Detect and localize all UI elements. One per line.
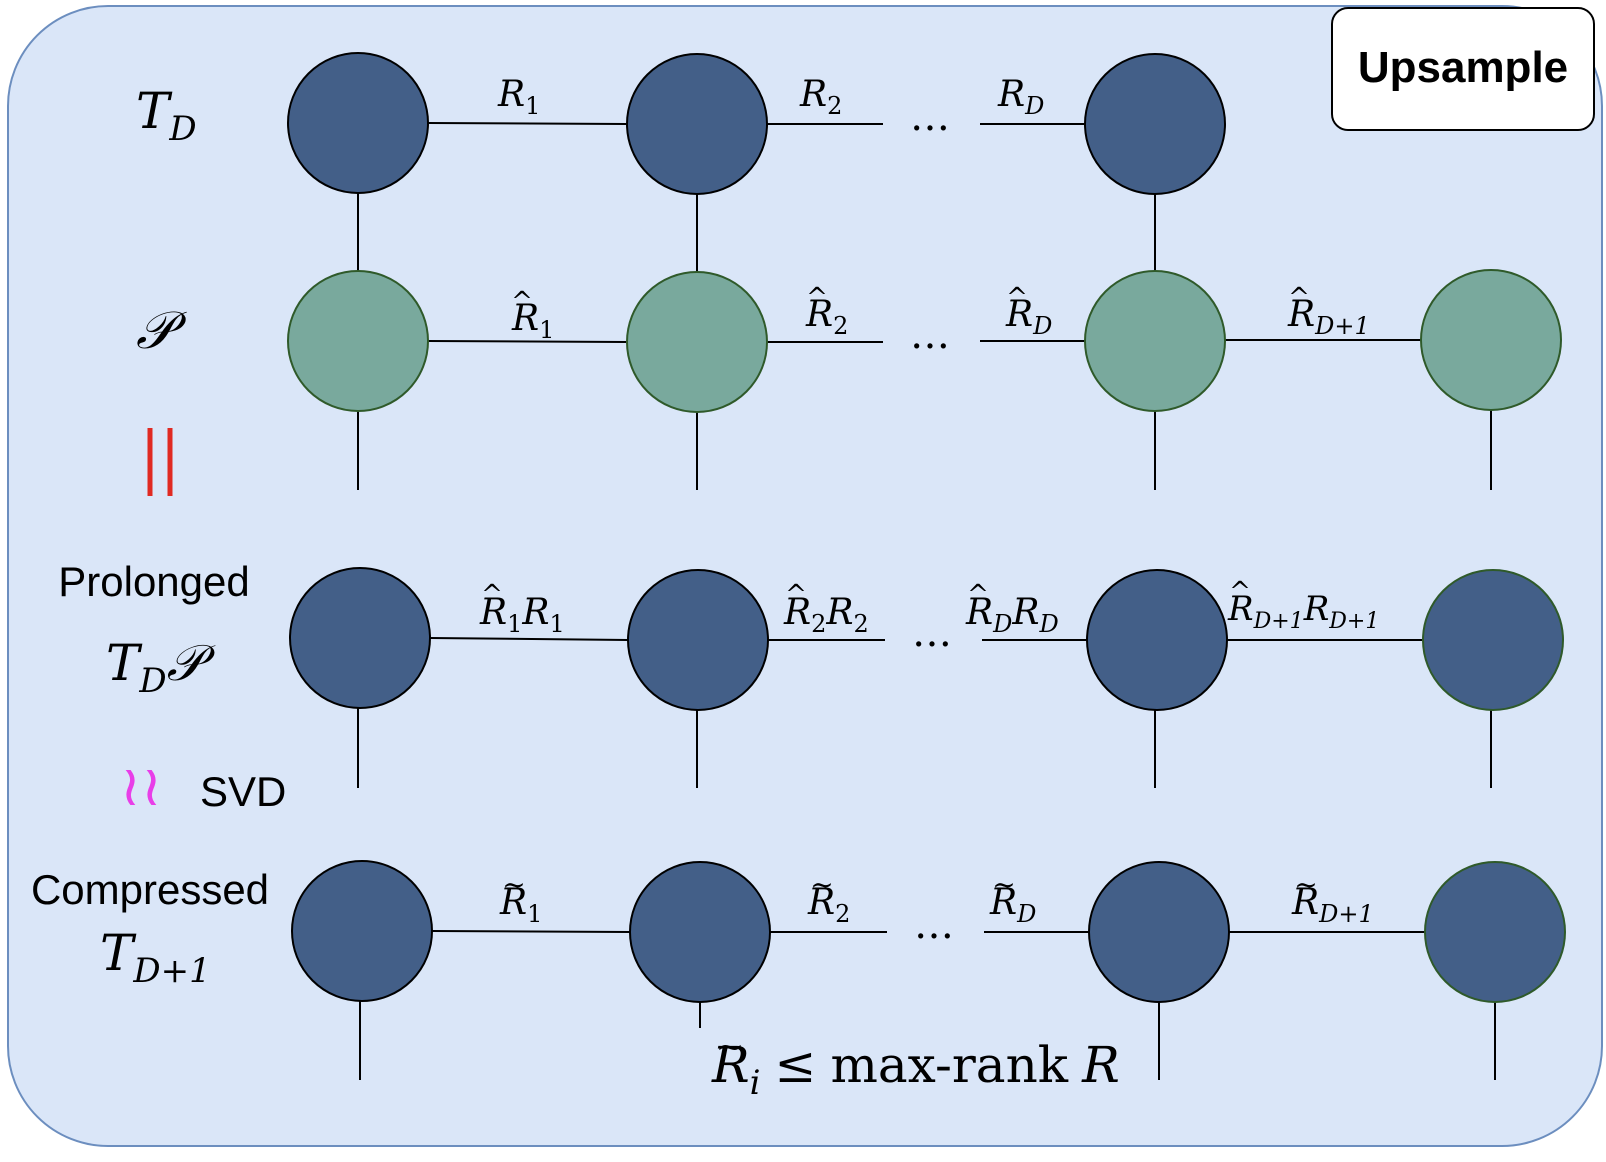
bond-label-r1: R1 xyxy=(497,74,540,120)
svg-text:R2: R2 xyxy=(805,294,848,340)
row-prolonged: Prolonged TD𝒫 R1R1 ^ R2R2 ^ RDRD ^ RD+1R… xyxy=(58,558,1564,788)
constraint-lhs: R xyxy=(711,1036,750,1094)
row-p: 𝒫 R1 ^ R2 ^ RD ^ RD+1 ^ … xyxy=(136,269,1562,490)
svg-text:^: ^ xyxy=(806,283,828,313)
upsample-badge: Upsample xyxy=(1331,7,1595,131)
svg-text:~: ~ xyxy=(810,868,833,901)
svg-text:RD: RD xyxy=(1005,294,1052,340)
svg-text:R2: R2 xyxy=(807,882,850,928)
equals-mark xyxy=(147,428,173,496)
td-core-node xyxy=(1084,53,1226,195)
p-core-node xyxy=(287,270,429,412)
svg-text:~: ~ xyxy=(502,868,525,901)
td-core-node xyxy=(626,53,768,195)
bond-label-rtilde2: R2 ~ xyxy=(807,868,850,928)
compressed-core-node xyxy=(1088,861,1230,1003)
svg-text:^: ^ xyxy=(481,580,503,610)
bond-edge xyxy=(429,637,629,641)
svg-text:^: ^ xyxy=(785,580,807,610)
bond-label-r2: R2 xyxy=(799,74,842,120)
p-core-node xyxy=(1420,269,1562,411)
approx-svd-mark: ≀≀ SVD xyxy=(120,754,286,819)
svg-text:R1: R1 xyxy=(511,298,554,344)
svg-text:RDRD: RDRD xyxy=(965,592,1059,638)
svg-text:RD: RD xyxy=(989,882,1036,928)
row-compressed: Compressed TD+1 R1 ~ R2 ~ RD ~ RD+1 ~ … xyxy=(31,860,1566,1080)
svg-text:^: ^ xyxy=(511,287,533,317)
svg-text:RD+1RD+1: RD+1RD+1 xyxy=(1227,589,1379,634)
svg-text:^: ^ xyxy=(967,580,989,610)
bond-edge xyxy=(427,340,627,343)
ellipsis: … xyxy=(914,902,954,948)
svg-text:~: ~ xyxy=(992,868,1015,901)
row-td: TD R1 R2 RD … xyxy=(136,52,1226,272)
bond-label-rhat1: R1 ^ xyxy=(511,287,554,344)
p-core-node xyxy=(1084,270,1226,412)
prolonged-core-node xyxy=(627,569,769,711)
bond-label-rhat1-r1: R1R1 ^ xyxy=(479,580,565,638)
svg-text:^: ^ xyxy=(1229,577,1251,607)
svg-text:^: ^ xyxy=(1288,283,1310,313)
compressed-core-node xyxy=(1424,861,1566,1003)
svg-text:R1R1: R1R1 xyxy=(479,592,565,638)
compressed-title: Compressed xyxy=(31,866,269,913)
approx-symbol: ≀≀ xyxy=(120,754,162,819)
bond-label-rhatd1: RD+1 ^ xyxy=(1287,283,1370,340)
rank-constraint: Ri ≤ max-rank R ~ xyxy=(711,1027,1120,1103)
svd-label: SVD xyxy=(200,768,286,815)
bond-label-rtilded: RD ~ xyxy=(989,868,1036,928)
ellipsis: … xyxy=(910,94,950,140)
svg-text:^: ^ xyxy=(1006,283,1028,313)
bond-label-rhatd-rd: RDRD ^ xyxy=(965,580,1059,638)
bond-label-rhatd1-rd1: RD+1RD+1 ^ xyxy=(1227,577,1379,634)
compressed-core-node xyxy=(629,861,771,1003)
bond-label-rd: RD xyxy=(997,74,1044,120)
prolonged-core-node xyxy=(1422,569,1564,711)
svg-text:~: ~ xyxy=(1294,868,1317,901)
bond-label-rhat2-r2: R2R2 ^ xyxy=(783,580,869,638)
prolonged-core-node xyxy=(1086,569,1228,711)
svg-text:RD+1: RD+1 xyxy=(1287,294,1370,340)
p-core-node xyxy=(626,271,768,413)
svg-text:RD+1: RD+1 xyxy=(1291,882,1374,928)
upsample-label: Upsample xyxy=(1358,43,1568,92)
bond-label-rtilded1: RD+1 ~ xyxy=(1291,868,1374,928)
bond-label-rhatd: RD ^ xyxy=(1005,283,1052,340)
svg-text:~: ~ xyxy=(716,1027,745,1067)
ellipsis: … xyxy=(910,312,950,358)
bond-label-rhat2: R2 ^ xyxy=(805,283,848,340)
bond-label-rtilde1: R1 ~ xyxy=(499,868,542,928)
compressed-core-node xyxy=(291,860,433,1002)
td-core-node xyxy=(287,52,429,194)
td-row-label: TD xyxy=(136,82,197,149)
svg-text:R2R2: R2R2 xyxy=(783,592,869,638)
bond-edge xyxy=(431,930,631,933)
svg-text:R1: R1 xyxy=(499,882,542,928)
bond-edge xyxy=(427,122,627,125)
prolonged-title: Prolonged xyxy=(58,558,249,605)
ellipsis: … xyxy=(912,610,952,656)
compressed-row-label: TD+1 xyxy=(100,924,211,991)
prolonged-core-node xyxy=(289,567,431,709)
